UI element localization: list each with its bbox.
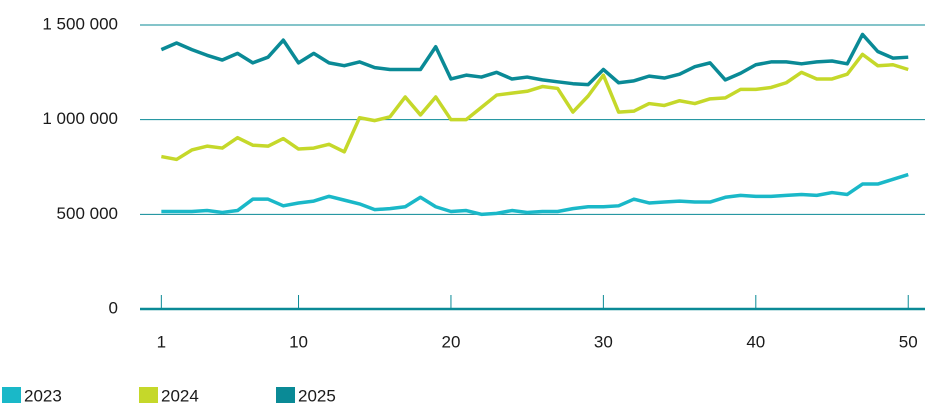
legend-label: 2024 bbox=[161, 386, 199, 403]
legend-swatch bbox=[276, 387, 295, 406]
legend-label: 2025 bbox=[298, 386, 336, 403]
x-tick-label: 50 bbox=[899, 332, 918, 351]
line-series bbox=[160, 32, 909, 87]
x-tick-label: 10 bbox=[289, 332, 308, 351]
x-tick-label: 30 bbox=[594, 332, 613, 351]
x-tick-label: 20 bbox=[441, 332, 460, 351]
legend-swatch bbox=[139, 387, 158, 406]
line-series bbox=[161, 172, 909, 217]
y-tick-label: 500 000 bbox=[57, 204, 118, 223]
y-tick-label: 1 000 000 bbox=[42, 109, 118, 128]
legend-swatch bbox=[2, 387, 21, 406]
y-tick-label: 0 bbox=[109, 298, 118, 317]
line-series bbox=[161, 52, 909, 162]
x-tick-label: 1 bbox=[157, 332, 166, 351]
y-tick-label: 1 500 000 bbox=[42, 14, 118, 33]
x-tick-label: 40 bbox=[746, 332, 765, 351]
legend-label: 2023 bbox=[24, 386, 62, 403]
